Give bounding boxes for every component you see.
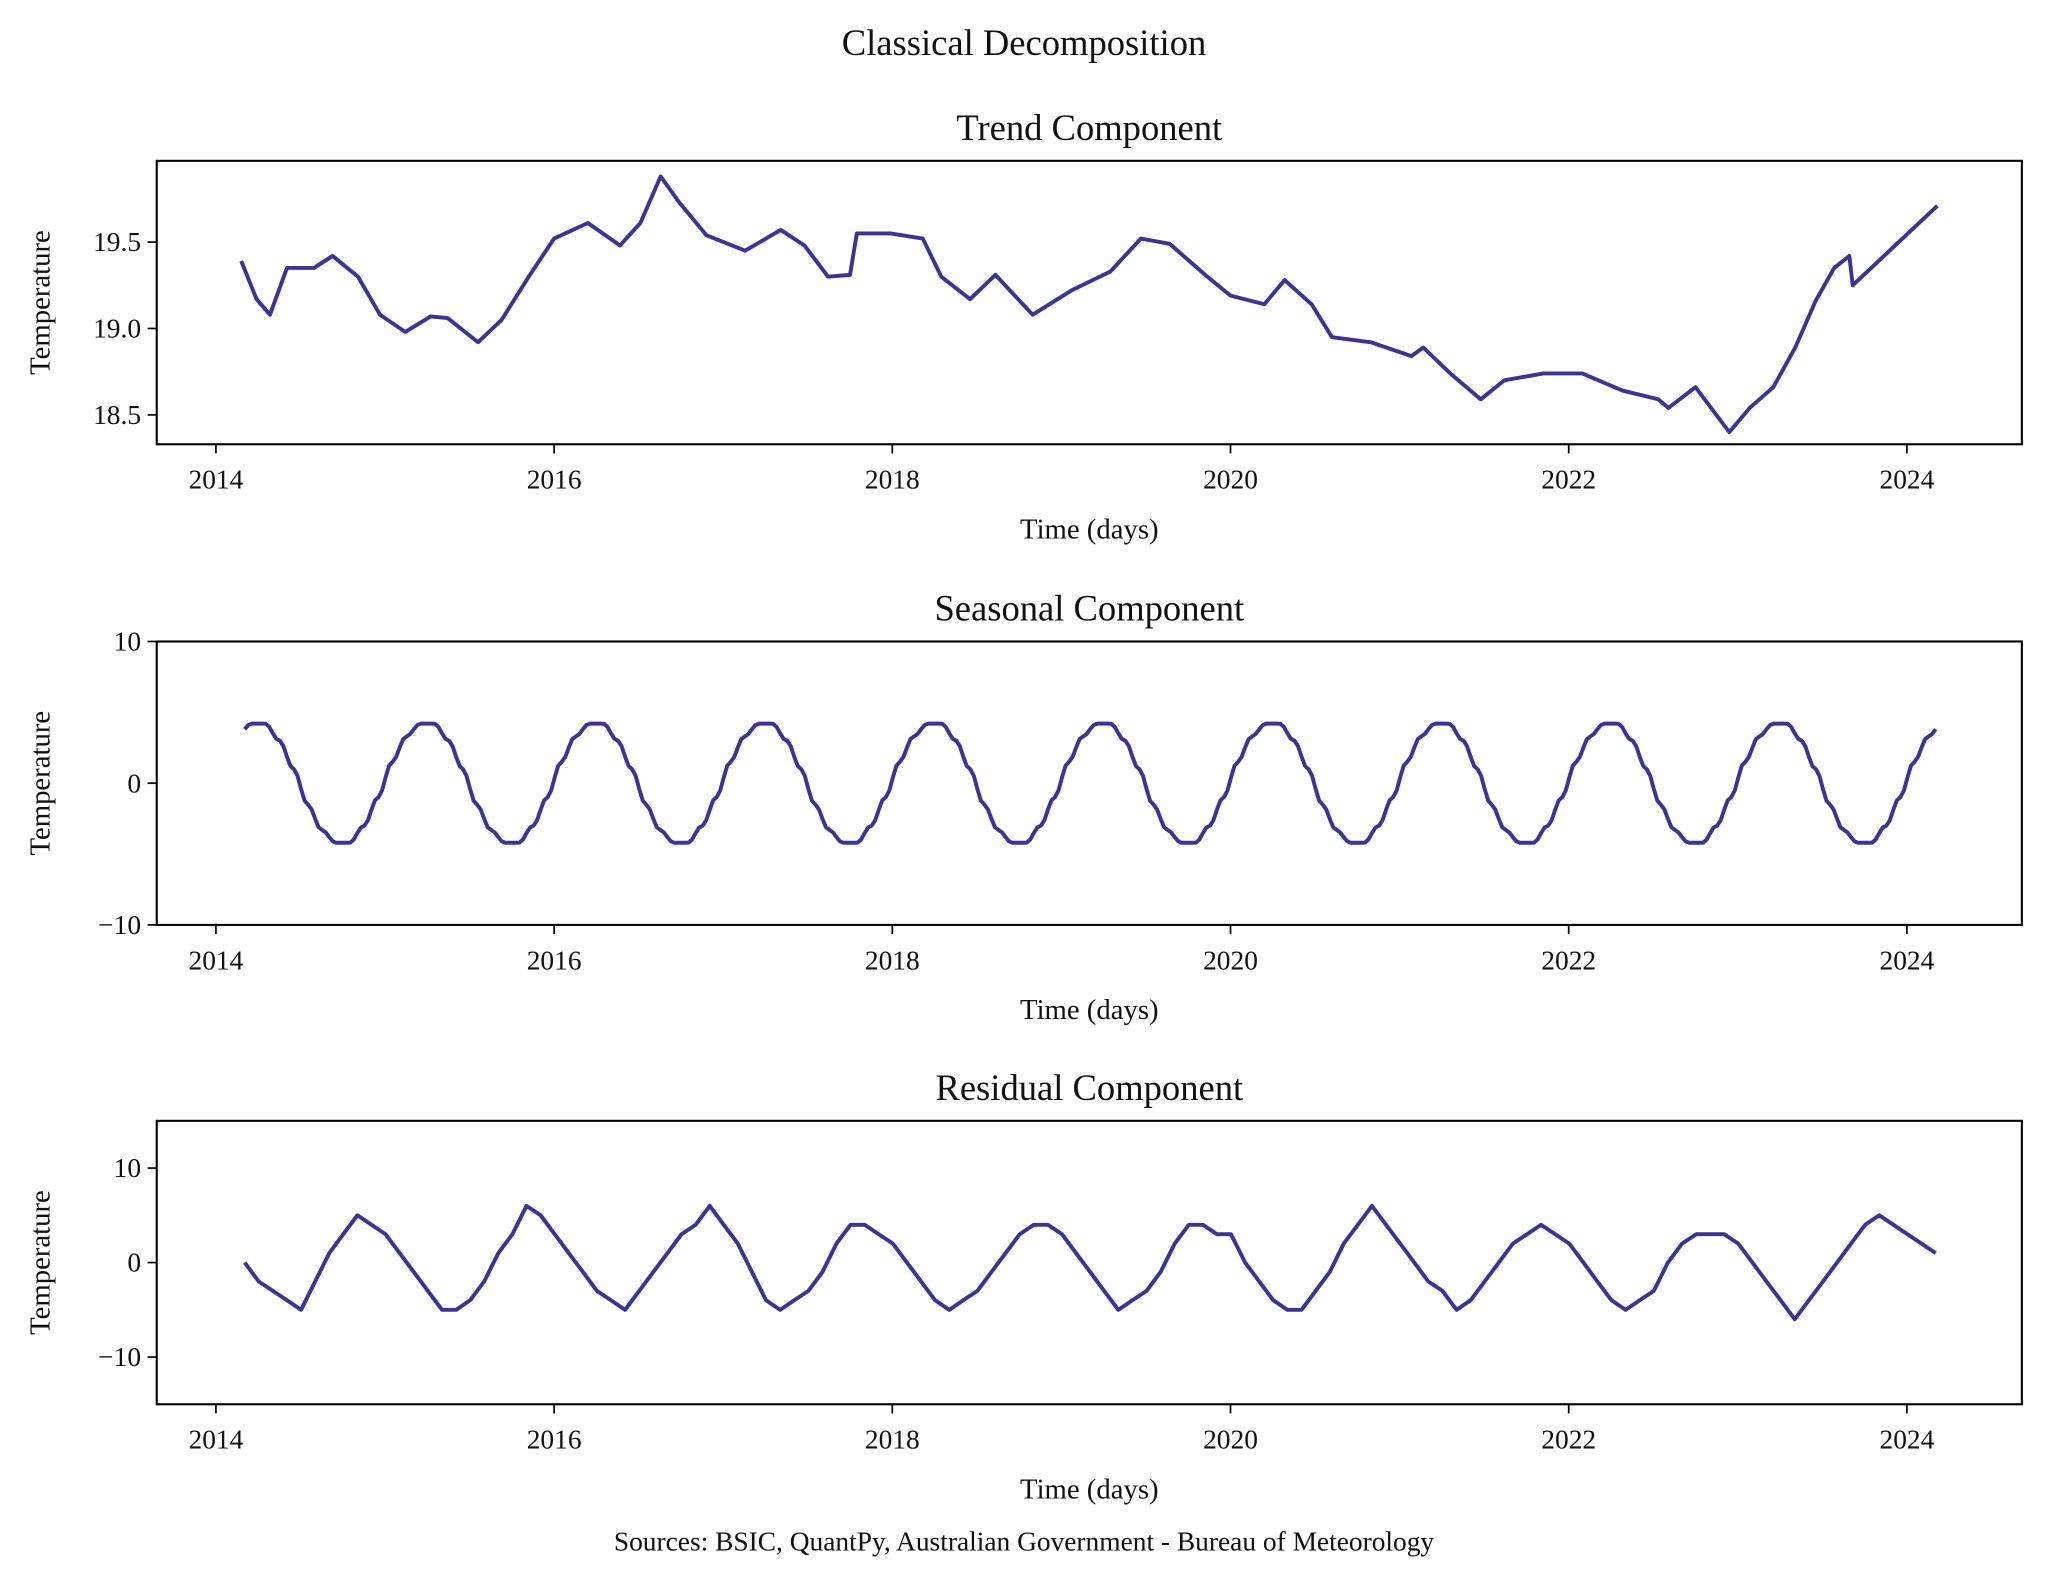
y-axis-label: Temperature <box>25 711 57 856</box>
y-axis-label: Temperature <box>25 1190 57 1335</box>
panel-1: Trend Component 2014 2016 2018 2020 2022 2024 1… <box>25 107 2023 545</box>
series-line <box>243 1203 1937 1322</box>
y-tick-label: −10 <box>98 1342 141 1372</box>
axes-frame <box>155 159 2023 446</box>
y-axis-label: Temperature <box>25 230 57 375</box>
x-tick-label: 2024 <box>1879 1425 1934 1455</box>
x-tick-label: 2020 <box>1203 945 1258 975</box>
x-axis-label: Time (days) <box>1020 994 1159 1026</box>
x-tick-label: 2014 <box>189 945 244 975</box>
y-tick-label: 0 <box>127 1248 141 1278</box>
y-tick-label: 10 <box>114 627 141 657</box>
series-line <box>239 174 1939 435</box>
x-tick-label: 2018 <box>865 465 920 495</box>
y-tick-label: 19.5 <box>93 227 141 257</box>
x-tick-label: 2016 <box>527 945 582 975</box>
x-tick-label: 2020 <box>1203 465 1258 495</box>
x-tick-label: 2016 <box>527 465 582 495</box>
x-tick-label: 2018 <box>865 1425 920 1455</box>
axes-frame <box>155 1119 2023 1406</box>
panel-title: Seasonal Component <box>934 588 1244 629</box>
x-tick-label: 2016 <box>527 1425 582 1455</box>
source-note: Sources: BSIC, QuantPy, Australian Gover… <box>614 1527 1435 1557</box>
axes-frame <box>155 640 2023 926</box>
y-tick-label: 18.5 <box>93 400 141 430</box>
panel-2: Seasonal Component 2014 2016 2018 2020 2022 20… <box>25 588 2023 1026</box>
y-tick-label: 19.0 <box>93 314 141 344</box>
panel-title: Trend Component <box>956 107 1222 148</box>
x-axis-label: Time (days) <box>1020 1473 1159 1505</box>
series-line <box>243 721 1938 845</box>
y-tick-label: 10 <box>114 1153 141 1183</box>
x-tick-label: 2014 <box>189 1425 244 1455</box>
x-tick-label: 2018 <box>865 945 920 975</box>
x-tick-label: 2020 <box>1203 1425 1258 1455</box>
x-axis-label: Time (days) <box>1020 513 1159 545</box>
x-tick-label: 2024 <box>1879 945 1934 975</box>
x-tick-label: 2022 <box>1541 1425 1596 1455</box>
y-tick-label: −10 <box>98 910 141 940</box>
x-tick-label: 2022 <box>1541 945 1596 975</box>
panel-title: Residual Component <box>935 1067 1243 1108</box>
panel-3: Residual Component 2014 2016 2018 2020 2022 20… <box>25 1067 2023 1505</box>
figure-title: Classical Decomposition <box>842 22 1207 63</box>
x-tick-label: 2022 <box>1541 465 1596 495</box>
x-tick-label: 2014 <box>189 465 244 495</box>
y-tick-label: 0 <box>127 768 141 798</box>
x-tick-label: 2024 <box>1879 465 1934 495</box>
